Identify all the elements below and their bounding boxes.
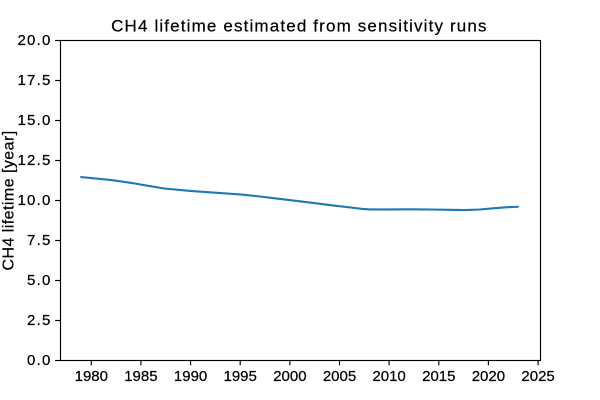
svg-text:17.5: 17.5 bbox=[18, 72, 52, 89]
svg-text:5.0: 5.0 bbox=[27, 272, 51, 289]
svg-text:2025: 2025 bbox=[521, 368, 554, 385]
svg-text:CH4 lifetime estimated from se: CH4 lifetime estimated from sensitivity … bbox=[111, 16, 488, 35]
svg-text:2010: 2010 bbox=[372, 368, 405, 385]
svg-text:1985: 1985 bbox=[124, 368, 157, 385]
svg-text:10.0: 10.0 bbox=[18, 192, 52, 209]
svg-text:15.0: 15.0 bbox=[18, 112, 52, 129]
svg-text:1990: 1990 bbox=[174, 368, 207, 385]
svg-text:12.5: 12.5 bbox=[18, 152, 52, 169]
svg-text:20.0: 20.0 bbox=[18, 32, 52, 49]
svg-text:2000: 2000 bbox=[273, 368, 306, 385]
svg-text:2015: 2015 bbox=[422, 368, 455, 385]
svg-text:1980: 1980 bbox=[75, 368, 108, 385]
svg-text:1995: 1995 bbox=[224, 368, 257, 385]
svg-text:2005: 2005 bbox=[323, 368, 356, 385]
svg-text:7.5: 7.5 bbox=[27, 232, 51, 249]
svg-text:0.0: 0.0 bbox=[27, 352, 51, 369]
svg-text:CH4 lifetime [year]: CH4 lifetime [year] bbox=[0, 130, 17, 270]
svg-text:2020: 2020 bbox=[472, 368, 505, 385]
svg-text:2.5: 2.5 bbox=[27, 312, 51, 329]
